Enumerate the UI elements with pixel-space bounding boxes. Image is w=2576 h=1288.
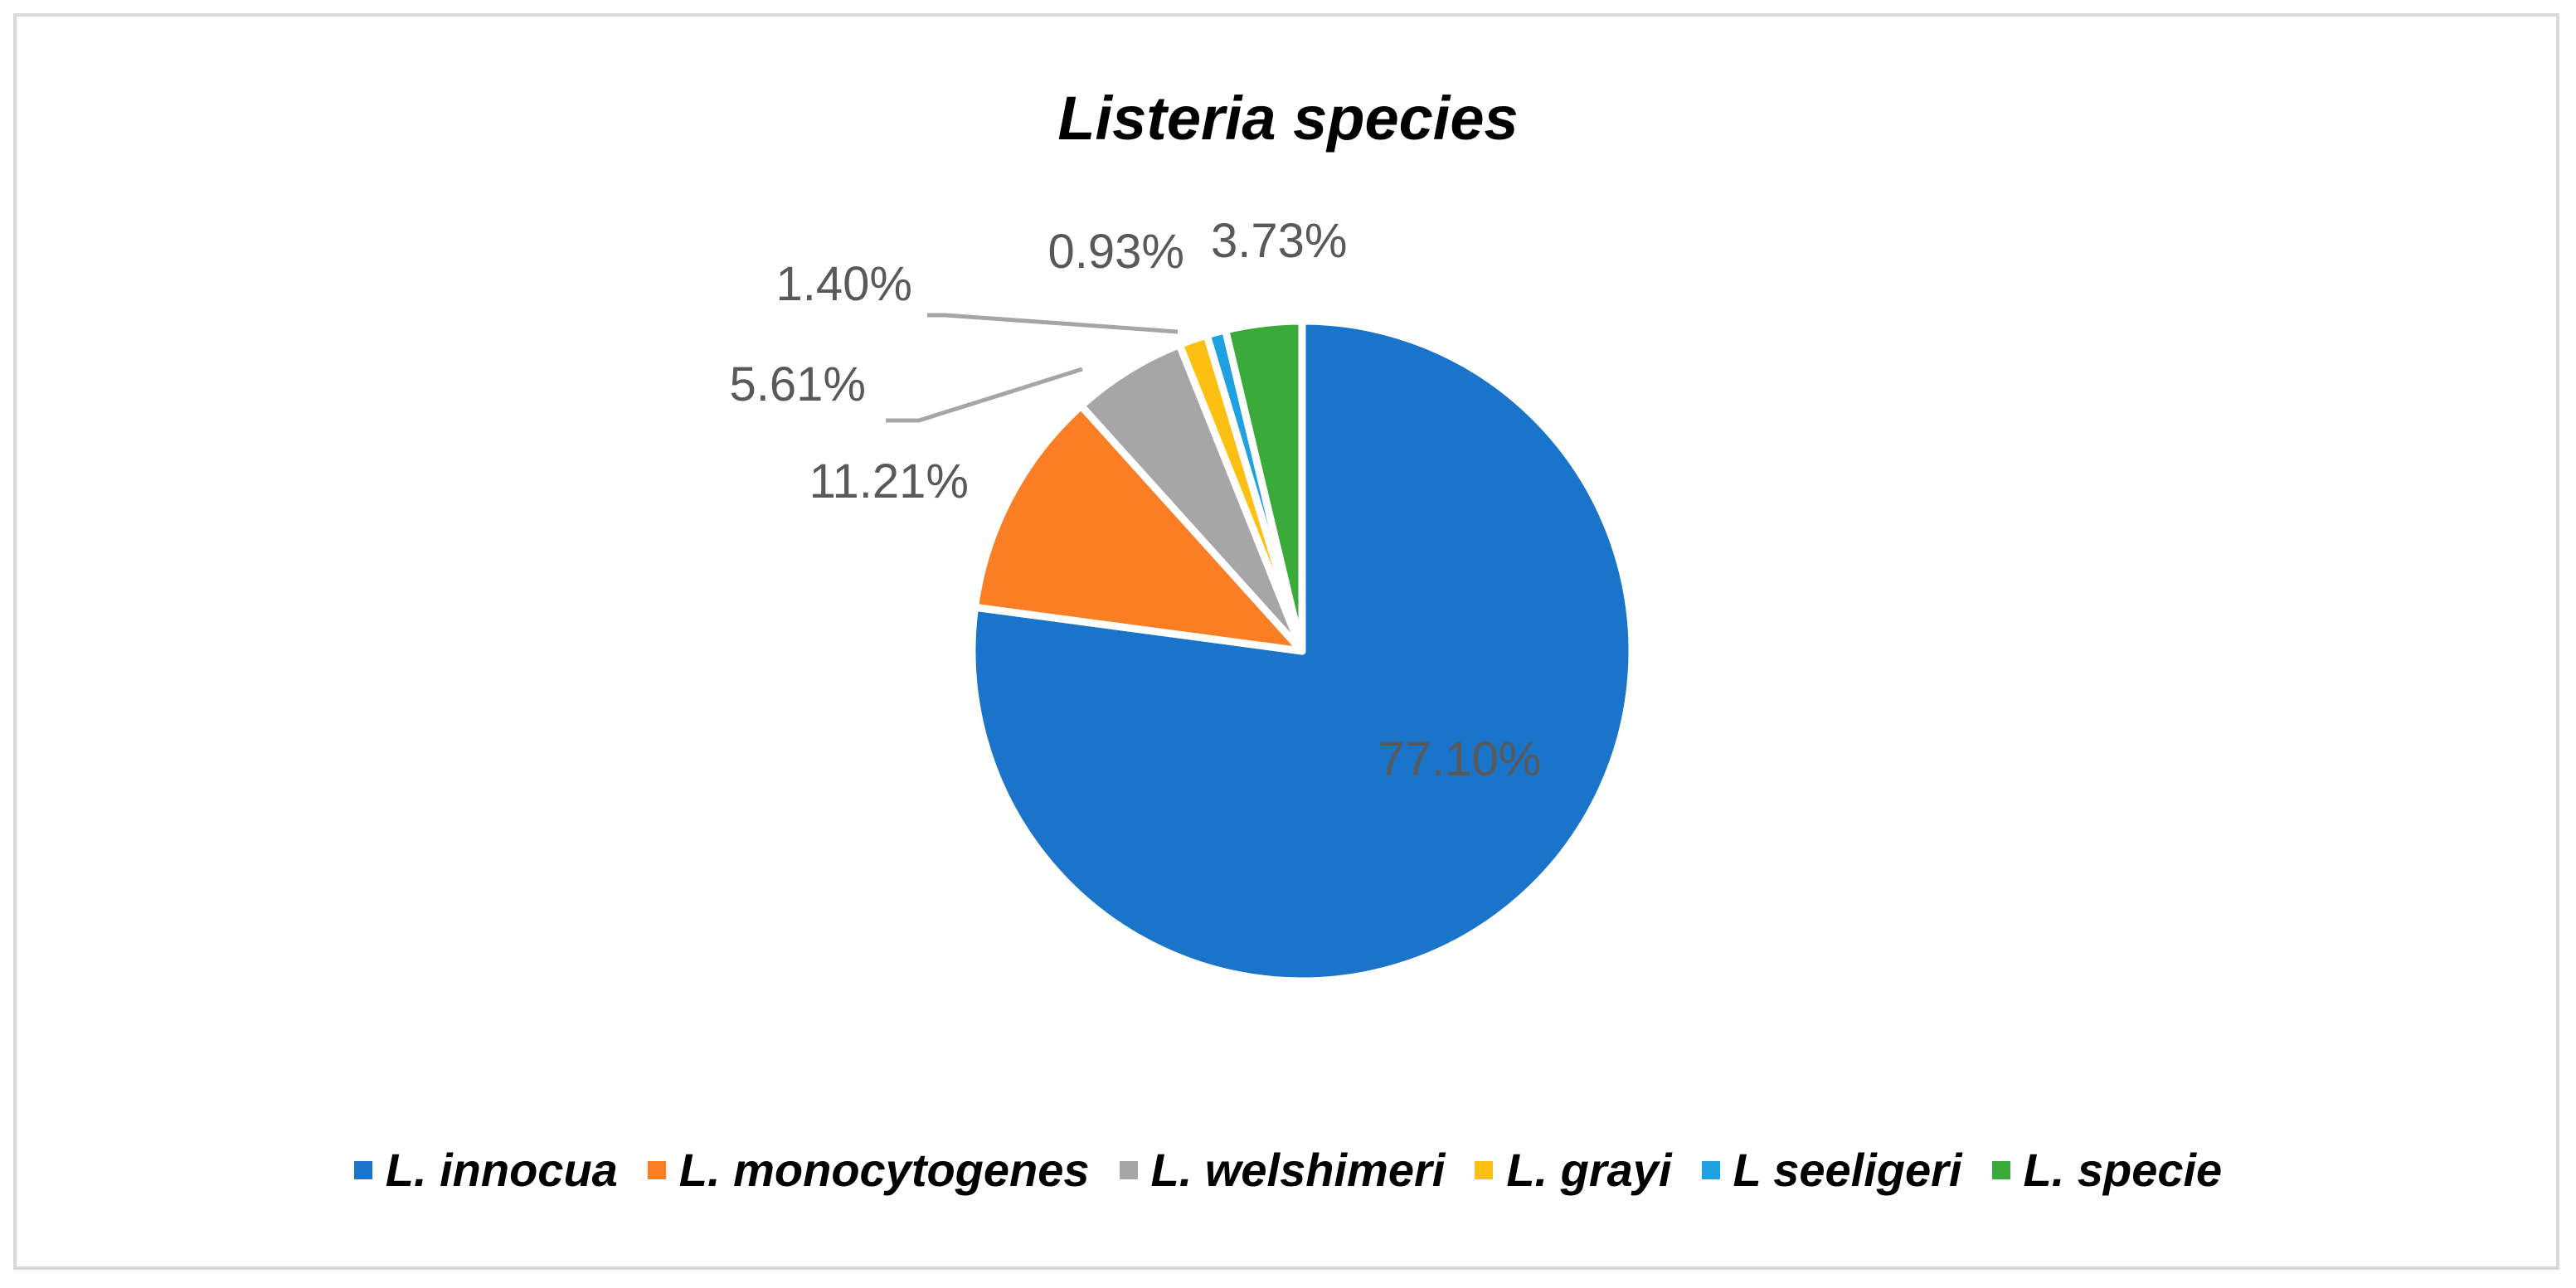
- legend-label: L. grayi: [1506, 1144, 1672, 1196]
- legend-label: L. welshimeri: [1150, 1144, 1446, 1196]
- data-label: 3.73%: [1211, 214, 1347, 268]
- data-label: 0.93%: [1048, 225, 1184, 279]
- legend-label: L. innocua: [385, 1144, 618, 1196]
- pie-slice: [1222, 317, 1306, 655]
- data-label: 11.21%: [809, 454, 969, 508]
- leader-line: [927, 313, 1179, 334]
- legend-item: L. grayi: [1475, 1143, 1672, 1197]
- leader-line: [886, 367, 1083, 423]
- legend-item: L seeligeri: [1701, 1143, 1962, 1197]
- legend-swatch: [353, 1160, 372, 1179]
- legend-label: L seeligeri: [1733, 1144, 1962, 1196]
- legend-swatch: [1991, 1160, 2010, 1179]
- pie-slice: [971, 401, 1306, 655]
- data-label: 1.40%: [776, 257, 912, 311]
- legend-item: L. innocua: [353, 1143, 618, 1197]
- legend-label: L. monocytogenes: [678, 1144, 1090, 1196]
- legend-label: L. specie: [2023, 1144, 2223, 1196]
- legend: L. innocua L. monocytogenes L. welshimeri L…: [0, 1143, 2576, 1197]
- legend-swatch: [1475, 1160, 1494, 1179]
- chart-title: Listeria species: [1057, 84, 1519, 153]
- pie-slice: [968, 317, 1636, 985]
- legend-swatch: [647, 1160, 666, 1179]
- data-label: 5.61%: [730, 357, 866, 411]
- legend-item: L. specie: [1991, 1143, 2223, 1197]
- legend-swatch: [1701, 1160, 1720, 1179]
- legend-item: L. welshimeri: [1119, 1143, 1446, 1197]
- legend-item: L. monocytogenes: [647, 1143, 1090, 1197]
- legend-swatch: [1119, 1160, 1138, 1179]
- data-label: 77.10%: [1378, 732, 1542, 786]
